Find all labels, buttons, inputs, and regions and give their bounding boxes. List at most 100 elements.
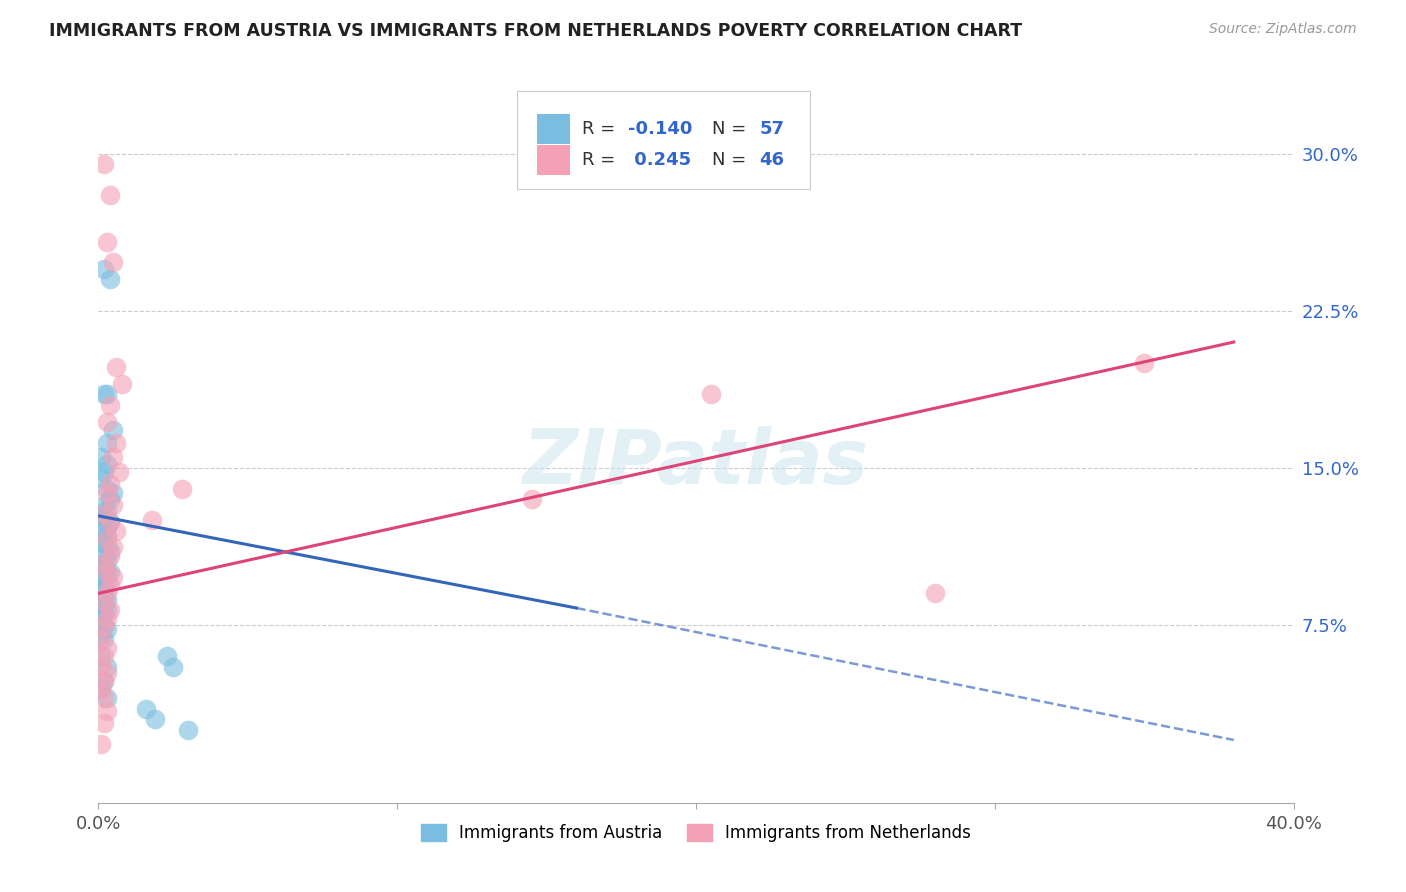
Point bbox=[96, 603, 118, 617]
Point bbox=[98, 515, 122, 529]
Point bbox=[135, 701, 157, 715]
Point bbox=[93, 607, 115, 622]
Point bbox=[98, 188, 122, 202]
Text: R =: R = bbox=[582, 151, 621, 169]
Point bbox=[93, 524, 115, 538]
Point bbox=[105, 524, 128, 538]
Point bbox=[96, 659, 118, 673]
Point bbox=[96, 566, 118, 580]
Point bbox=[90, 601, 112, 615]
Point bbox=[96, 574, 118, 588]
Point bbox=[93, 649, 115, 664]
Point bbox=[93, 597, 115, 611]
Point bbox=[96, 486, 118, 500]
Point bbox=[98, 477, 122, 491]
Point bbox=[93, 674, 115, 689]
Point bbox=[90, 557, 112, 571]
Text: R =: R = bbox=[582, 120, 621, 138]
Point bbox=[93, 691, 115, 706]
Point bbox=[156, 649, 179, 664]
Point bbox=[98, 515, 122, 529]
Text: 0.245: 0.245 bbox=[628, 151, 690, 169]
Point bbox=[105, 360, 128, 375]
Point bbox=[90, 536, 112, 550]
FancyBboxPatch shape bbox=[537, 145, 571, 175]
Point bbox=[98, 544, 122, 558]
Point bbox=[93, 595, 115, 609]
Point bbox=[143, 712, 166, 726]
Point bbox=[177, 723, 200, 737]
Point bbox=[162, 659, 184, 673]
Point bbox=[96, 502, 118, 516]
Point bbox=[98, 578, 122, 592]
Point bbox=[90, 450, 112, 465]
Point bbox=[98, 566, 122, 580]
Point bbox=[90, 657, 112, 672]
Point bbox=[700, 387, 723, 401]
Point bbox=[93, 561, 115, 575]
Text: IMMIGRANTS FROM AUSTRIA VS IMMIGRANTS FROM NETHERLANDS POVERTY CORRELATION CHART: IMMIGRANTS FROM AUSTRIA VS IMMIGRANTS FR… bbox=[49, 22, 1022, 40]
Point bbox=[93, 387, 115, 401]
Point bbox=[93, 549, 115, 563]
Point bbox=[103, 499, 125, 513]
Point bbox=[93, 591, 115, 605]
Point bbox=[924, 586, 946, 600]
Point bbox=[103, 486, 125, 500]
Point bbox=[96, 532, 118, 546]
Text: ZIPatlas: ZIPatlas bbox=[523, 426, 869, 500]
Point bbox=[90, 575, 112, 590]
Point bbox=[96, 592, 118, 607]
Point bbox=[103, 569, 125, 583]
Text: Source: ZipAtlas.com: Source: ZipAtlas.com bbox=[1209, 22, 1357, 37]
Point bbox=[96, 415, 118, 429]
Point bbox=[93, 557, 115, 571]
Point bbox=[93, 157, 115, 171]
Point bbox=[98, 398, 122, 412]
Point bbox=[93, 580, 115, 594]
Point bbox=[111, 376, 134, 391]
Point bbox=[93, 511, 115, 525]
Point bbox=[520, 492, 543, 507]
FancyBboxPatch shape bbox=[517, 91, 810, 189]
Point bbox=[96, 235, 118, 249]
Point bbox=[96, 611, 118, 625]
Point bbox=[90, 682, 112, 697]
Point bbox=[93, 261, 115, 276]
Point bbox=[90, 628, 112, 642]
Point bbox=[93, 499, 115, 513]
Text: -0.140: -0.140 bbox=[628, 120, 692, 138]
Point bbox=[96, 640, 118, 655]
Point bbox=[96, 482, 118, 496]
Point bbox=[96, 566, 118, 580]
Text: 46: 46 bbox=[759, 151, 785, 169]
Point bbox=[90, 471, 112, 485]
Point bbox=[93, 716, 115, 731]
Point bbox=[93, 465, 115, 479]
Point bbox=[96, 541, 118, 555]
Point bbox=[98, 272, 122, 286]
Point bbox=[1133, 356, 1156, 370]
Point bbox=[90, 737, 112, 751]
Point bbox=[172, 482, 194, 496]
Point bbox=[96, 387, 118, 401]
Text: 57: 57 bbox=[759, 120, 785, 138]
Point bbox=[96, 691, 118, 706]
Point bbox=[108, 465, 131, 479]
Point bbox=[90, 632, 112, 647]
Point bbox=[96, 435, 118, 450]
Point bbox=[98, 492, 122, 507]
Point bbox=[93, 617, 115, 632]
Point bbox=[90, 611, 112, 625]
Point bbox=[96, 586, 118, 600]
Point bbox=[103, 423, 125, 437]
Text: N =: N = bbox=[711, 120, 751, 138]
Point bbox=[93, 674, 115, 689]
Point bbox=[96, 519, 118, 533]
Point bbox=[103, 255, 125, 269]
FancyBboxPatch shape bbox=[537, 114, 571, 145]
Point bbox=[96, 457, 118, 471]
Point bbox=[93, 569, 115, 583]
Text: N =: N = bbox=[711, 151, 751, 169]
Point bbox=[93, 532, 115, 546]
Point bbox=[96, 553, 118, 567]
